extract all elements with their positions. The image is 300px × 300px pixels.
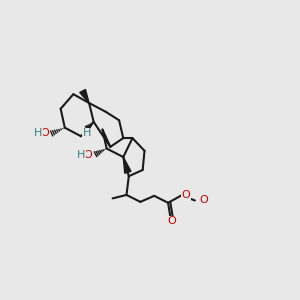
Text: O: O	[167, 216, 176, 226]
Text: O: O	[181, 190, 190, 200]
Text: O: O	[41, 128, 50, 138]
Polygon shape	[80, 89, 89, 103]
Text: O: O	[199, 196, 208, 206]
Polygon shape	[123, 157, 131, 173]
Text: H: H	[34, 128, 42, 138]
Text: H: H	[83, 128, 92, 139]
Text: H: H	[77, 150, 86, 160]
Text: O: O	[84, 150, 92, 160]
